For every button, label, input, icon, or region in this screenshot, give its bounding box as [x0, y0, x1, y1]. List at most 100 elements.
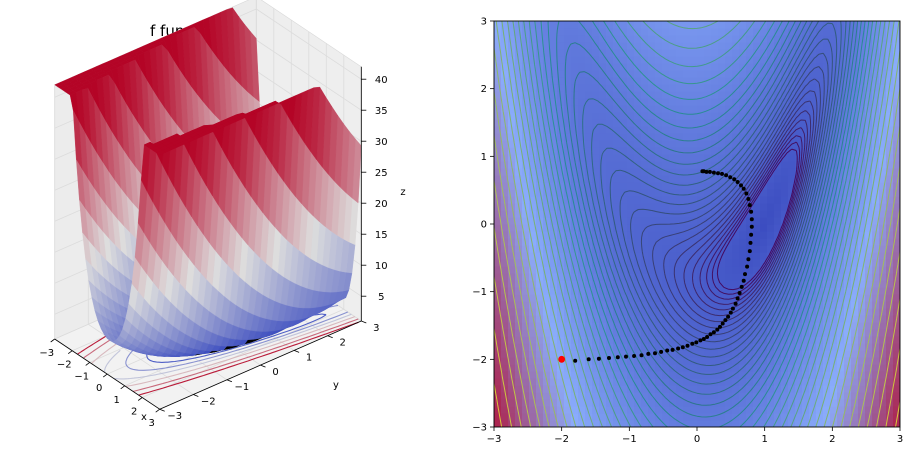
path-point	[735, 180, 740, 184]
fill-cell	[725, 42, 733, 50]
fill-cell	[669, 196, 677, 204]
fill-cell	[676, 154, 684, 162]
fill-cell	[697, 63, 705, 71]
fill-cell	[830, 63, 838, 71]
fill-cell	[753, 105, 761, 113]
fill-cell	[795, 231, 803, 239]
fill-cell	[872, 420, 880, 427]
fill-cell	[704, 308, 712, 316]
fill-cell	[858, 56, 866, 64]
fill-cell	[662, 413, 670, 421]
fill-cell	[774, 420, 782, 427]
fill-cell	[571, 371, 579, 379]
fill-cell	[550, 357, 558, 365]
fill-cell	[809, 413, 817, 421]
fill-cell	[592, 287, 600, 295]
fill-cell	[893, 56, 900, 64]
fill-cell	[683, 322, 691, 330]
fill-cell	[606, 133, 614, 141]
path-point	[728, 175, 733, 180]
fill-cell	[753, 385, 761, 393]
fill-cell	[802, 301, 810, 309]
fill-cell	[536, 294, 544, 302]
fill-cell	[613, 56, 621, 64]
fill-cell	[648, 420, 656, 427]
fill-cell	[760, 392, 768, 400]
fill-cell	[578, 357, 586, 365]
fill-cell	[711, 378, 719, 386]
fill-cell	[641, 406, 649, 414]
fill-cell	[662, 420, 670, 427]
fill-cell	[508, 287, 516, 295]
fill-cell	[774, 189, 782, 197]
fill-cell	[515, 56, 523, 64]
fill-cell	[718, 21, 726, 29]
fill-cell	[746, 224, 754, 232]
fill-cell	[522, 259, 530, 267]
fill-cell	[536, 119, 544, 127]
fill-cell	[886, 168, 894, 176]
fill-cell	[578, 287, 586, 295]
fill-cell	[893, 42, 900, 50]
fill-cell	[494, 217, 502, 225]
fill-cell	[571, 168, 579, 176]
fill-cell	[837, 231, 845, 239]
fill-cell	[774, 77, 782, 85]
fill-cell	[522, 238, 530, 246]
fill-cell	[732, 329, 740, 337]
fill-cell	[725, 399, 733, 407]
fill-cell	[690, 259, 698, 267]
fill-cell	[648, 189, 656, 197]
fill-cell	[641, 364, 649, 372]
fill-cell	[858, 84, 866, 92]
fill-cell	[795, 315, 803, 323]
fill-cell	[564, 91, 572, 99]
fill-cell	[508, 336, 516, 344]
fill-cell	[648, 399, 656, 407]
fill-cell	[865, 140, 873, 148]
fill-cell	[620, 301, 628, 309]
fill-cell	[501, 28, 509, 36]
fill-cell	[634, 56, 642, 64]
fill-cell	[767, 42, 775, 50]
fill-cell	[683, 161, 691, 169]
fill-cell	[704, 70, 712, 78]
fill-cell	[571, 63, 579, 71]
fill-cell	[872, 280, 880, 288]
fill-cell	[494, 49, 502, 57]
fill-cell	[515, 378, 523, 386]
fill-cell	[844, 315, 852, 323]
fill-cell	[634, 154, 642, 162]
surface-facet	[208, 350, 218, 354]
fill-cell	[844, 77, 852, 85]
fill-cell	[732, 126, 740, 134]
fill-cell	[592, 189, 600, 197]
fill-cell	[753, 63, 761, 71]
fill-cell	[781, 105, 789, 113]
fill-cell	[872, 343, 880, 351]
fill-cell	[543, 266, 551, 274]
fill-cell	[557, 385, 565, 393]
fill-cell	[557, 224, 565, 232]
fill-cell	[557, 112, 565, 120]
fill-cell	[886, 21, 894, 29]
fill-cell	[529, 189, 537, 197]
fill-cell	[844, 343, 852, 351]
fill-cell	[697, 35, 705, 43]
fill-cell	[529, 217, 537, 225]
fill-cell	[872, 273, 880, 281]
y-tick-mark	[260, 364, 266, 368]
fill-cell	[571, 196, 579, 204]
fill-cell	[606, 161, 614, 169]
contour-line	[706, 135, 803, 300]
fill-cell	[550, 210, 558, 218]
fill-cell	[711, 252, 719, 260]
fill-cell	[648, 119, 656, 127]
fill-cell	[529, 231, 537, 239]
fill-cell	[515, 161, 523, 169]
fill-cell	[592, 259, 600, 267]
fill-cell	[760, 77, 768, 85]
fill-cell	[725, 126, 733, 134]
fill-cell	[767, 35, 775, 43]
